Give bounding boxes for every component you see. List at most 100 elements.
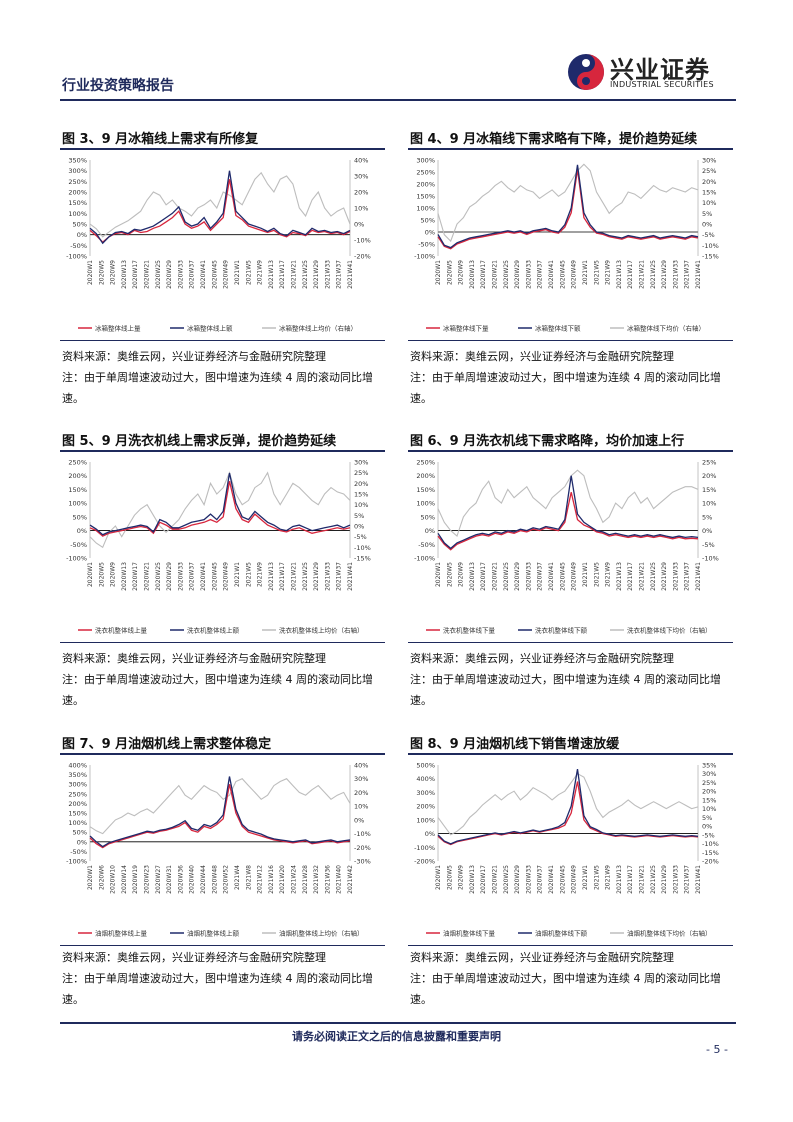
x-tick-label: 2021W1 (234, 562, 241, 587)
right-tick-label: -20% (702, 858, 719, 866)
x-tick-label: 2021W41 (695, 865, 702, 894)
left-tick-label: -100% (414, 844, 435, 852)
left-tick-label: 0% (425, 830, 435, 838)
x-tick-label: 2021W17 (627, 260, 634, 289)
left-tick-label: 0% (425, 229, 435, 237)
x-tick-label: 2020W14 (121, 865, 128, 894)
x-tick-label: 2020W9 (110, 260, 117, 285)
x-tick-label: 2021W29 (661, 562, 668, 591)
x-tick-label: 2021W28 (302, 865, 309, 894)
left-tick-label: 200% (68, 472, 87, 480)
figure-7-source: 资料来源：奥维云网，兴业证券经济与金融研究院整理 注：由于单周增速波动过大，图中… (62, 947, 387, 1010)
legend-label-1: 冰箱整体线上量 (95, 324, 141, 333)
left-tick-label: 50% (421, 217, 435, 225)
x-tick-label: 2020W19 (132, 865, 139, 894)
x-tick-label: 2020W41 (548, 562, 555, 591)
right-tick-label: -10% (354, 544, 371, 552)
x-tick-label: 2020W41 (200, 260, 207, 289)
right-tick-label: -10% (702, 242, 719, 250)
figure-8-source-text: 资料来源：奥维云网，兴业证券经济与金融研究院整理 (410, 951, 674, 964)
legend-label-3: 洗衣机整体线下均价（右轴） (627, 626, 712, 635)
x-tick-label: 2021W25 (302, 562, 309, 591)
x-tick-label: 2021W9 (605, 562, 612, 587)
right-tick-label: 5% (702, 210, 712, 218)
x-tick-label: 2021W4 (234, 865, 241, 890)
legend-label-1: 油烟机整体线上量 (95, 929, 148, 938)
x-tick-label: 2020W33 (177, 260, 184, 289)
x-tick-label: 2021W41 (695, 260, 702, 289)
left-tick-label: 200% (416, 803, 435, 811)
legend-label-3: 油烟机整体线下均价（右轴） (627, 929, 712, 938)
figure-4-chart: 300% 250% 200% 150% 100% 50% 0% -50% -100% 30% 25%… (408, 148, 733, 341)
x-tick-label: 2021W25 (650, 562, 657, 591)
x-tick-label: 2021W21 (638, 562, 645, 591)
x-tick-label: 2020W1 (87, 865, 94, 890)
right-tick-label: -30% (354, 858, 371, 866)
x-tick-label: 2020W45 (559, 865, 566, 894)
figure-8-chart: 500% 400% 300% 200% 100% 0% -100% -200% 35% 30% 25… (408, 753, 733, 946)
x-tick-label: 2021W17 (627, 865, 634, 894)
figure-8-source: 资料来源：奥维云网，兴业证券经济与金融研究院整理 注：由于单周增速波动过大，图中… (410, 947, 735, 1010)
x-tick-label: 2021W13 (616, 260, 623, 289)
x-tick-label: 2021W9 (257, 562, 264, 587)
x-tick-label: 2020W13 (469, 865, 476, 894)
x-tick-label: 2020W45 (559, 260, 566, 289)
x-tick-label: 2020W17 (480, 865, 487, 894)
x-tick-label: 2020W41 (548, 260, 555, 289)
x-tick-label: 2021W29 (313, 260, 320, 289)
x-tick-label: 2021W33 (324, 562, 331, 591)
right-tick-label: 5% (702, 513, 712, 521)
figure-7-chart: 400% 350% 300% 250% 200% 150% 100% 50% 0% -50% -10… (60, 753, 385, 946)
x-tick-label: 2020W21 (492, 562, 499, 591)
x-tick-label: 2020W37 (189, 260, 196, 289)
right-tick-label: 0% (354, 221, 364, 229)
series-line-3 (89, 778, 351, 835)
right-tick-label: 10% (354, 205, 368, 213)
figure-7-title: 图 7、9 月油烟机线上需求整体稳定 (62, 737, 272, 752)
x-tick-label: 2020W29 (514, 865, 521, 894)
right-tick-label: -10% (354, 830, 371, 838)
x-tick-label: 2020W9 (110, 562, 117, 587)
figure-4-note-text: 注：由于单周增速波动过大，图中增速为连续 4 周的滚动同比增速。 (410, 371, 721, 405)
right-tick-label: 10% (702, 199, 716, 207)
x-tick-label: 2020W5 (446, 562, 453, 587)
right-tick-label: -15% (354, 555, 371, 563)
right-tick-label: 15% (702, 189, 716, 197)
x-tick-label: 2021W1 (234, 260, 241, 285)
x-tick-label: 2021W9 (605, 260, 612, 285)
x-tick-label: 2020W49 (223, 562, 230, 591)
footer-disclaimer: 请务必阅读正文之后的信息披露和重要声明 (292, 1030, 501, 1043)
series-line-2 (89, 472, 351, 536)
right-tick-label: 20% (354, 789, 368, 797)
x-tick-label: 2021W12 (257, 865, 264, 894)
x-tick-label: 2021W37 (336, 260, 343, 289)
series-line-1 (437, 781, 699, 846)
left-tick-label: 150% (68, 810, 87, 818)
legend-label-2: 油烟机整体线下额 (535, 929, 588, 938)
x-tick-label: 2021W1 (582, 865, 589, 890)
figure-3-note-text: 注：由于单周增速波动过大，图中增速为连续 4 周的滚动同比增速。 (62, 371, 373, 405)
figure-6-source: 资料来源：奥维云网，兴业证券经济与金融研究院整理 注：由于单周增速波动过大，图中… (410, 648, 735, 711)
x-tick-label: 2020W37 (537, 562, 544, 591)
right-tick-label: 15% (354, 491, 368, 499)
x-tick-label: 2020W21 (492, 865, 499, 894)
figure-5-note-text: 注：由于单周增速波动过大，图中增速为连续 4 周的滚动同比增速。 (62, 673, 373, 707)
x-tick-label: 2021W37 (684, 260, 691, 289)
figure-7-note-text: 注：由于单周增速波动过大，图中增速为连续 4 周的滚动同比增速。 (62, 972, 373, 1006)
right-tick-label: 0% (702, 221, 712, 229)
x-tick-label: 2021W17 (279, 562, 286, 591)
x-tick-label: 2020W9 (458, 562, 465, 587)
legend-label-2: 洗衣机整体线下额 (535, 626, 588, 635)
x-tick-label: 2020W5 (98, 260, 105, 285)
x-tick-label: 2021W9 (257, 260, 264, 285)
x-tick-label: 2020W13 (121, 562, 128, 591)
x-tick-label: 2021W5 (245, 260, 252, 285)
x-tick-label: 2021W41 (695, 562, 702, 591)
left-tick-label: 50% (421, 513, 435, 521)
right-tick-label: 30% (354, 459, 368, 467)
right-tick-label: -10% (354, 237, 371, 245)
left-tick-label: -100% (66, 253, 87, 261)
x-tick-label: 2021W21 (290, 260, 297, 289)
x-tick-label: 2020W49 (571, 562, 578, 591)
figure-6-note-text: 注：由于单周增速波动过大，图中增速为连续 4 周的滚动同比增速。 (410, 673, 721, 707)
